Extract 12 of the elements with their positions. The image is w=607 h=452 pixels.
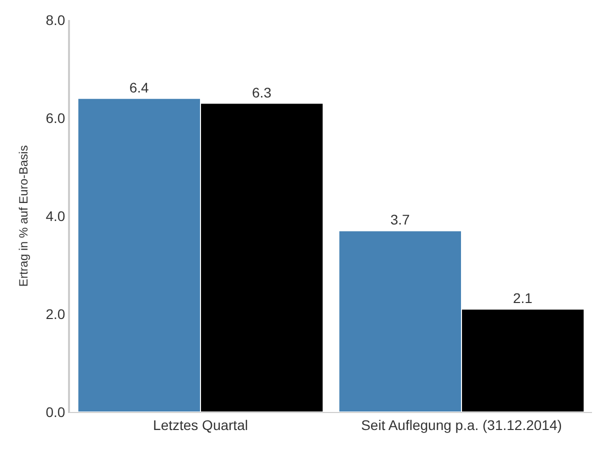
x-tick-label: Letztes Quartal (153, 416, 248, 433)
y-tick-label: 6.0 (46, 110, 66, 126)
y-axis-title: Ertrag in % auf Euro-Basis (16, 145, 31, 287)
y-tick-label: 2.0 (46, 306, 66, 322)
data-label: 6.4 (129, 79, 150, 96)
data-label: 3.7 (390, 212, 410, 228)
y-tick-label: 4.0 (46, 208, 66, 224)
data-label: 6.3 (252, 84, 272, 100)
x-tick-label: Seit Auflegung p.a. (31.12.2014) (361, 416, 562, 433)
y-tick-label: 0.0 (46, 404, 66, 420)
data-label: 2.1 (512, 290, 533, 306)
y-tick-label: 8.0 (46, 12, 66, 28)
